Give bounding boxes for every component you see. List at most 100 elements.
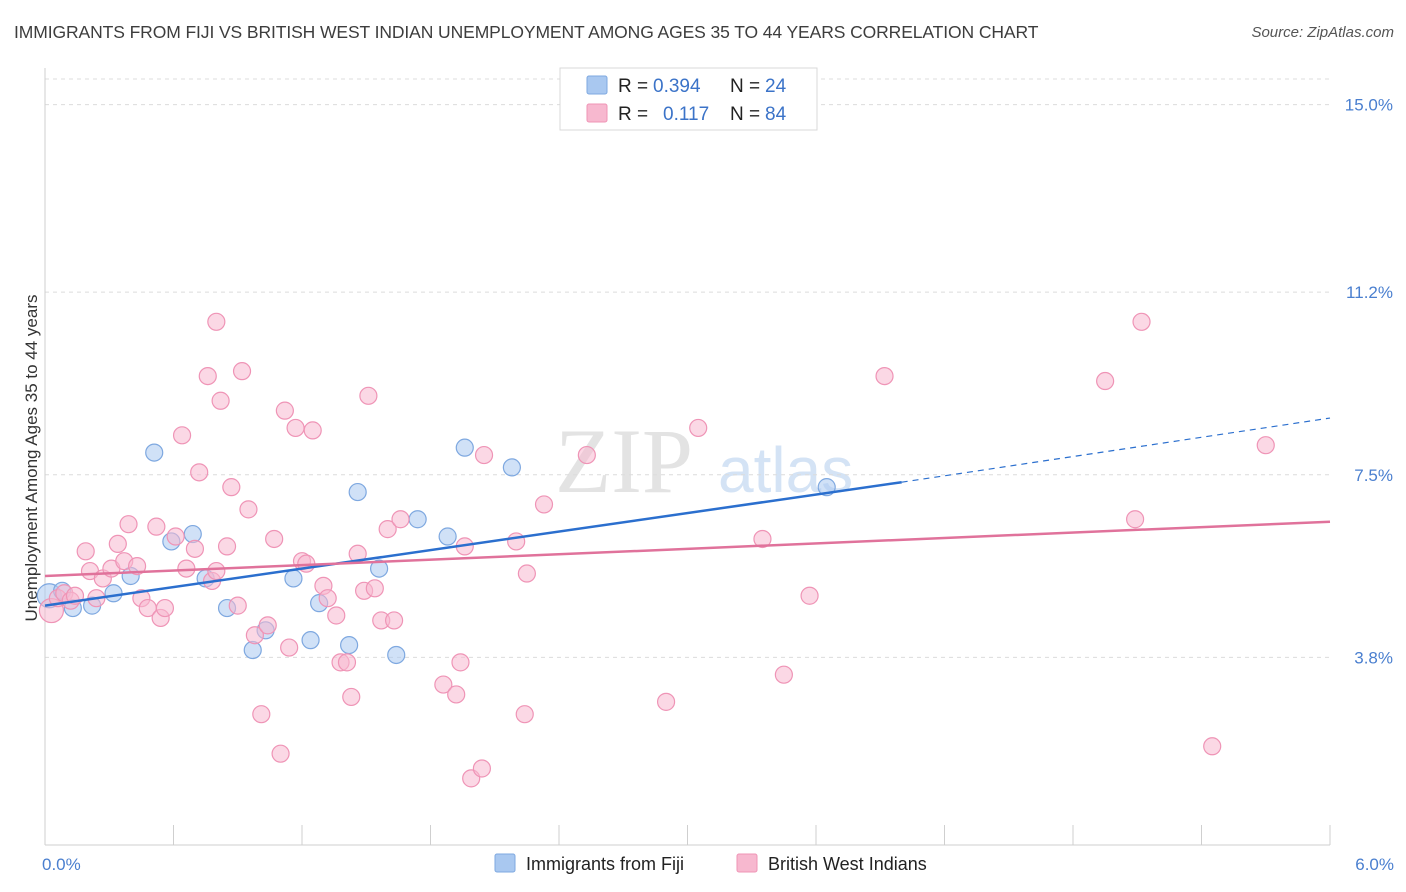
fiji-point <box>370 559 389 578</box>
bwi-point <box>172 426 192 445</box>
chart-title: IMMIGRANTS FROM FIJI VS BRITISH WEST IND… <box>14 22 1039 42</box>
bwi-point <box>303 421 322 440</box>
legend-n-value-fiji: 24 <box>765 76 787 97</box>
fiji-trend-line <box>44 480 902 607</box>
bwi-point <box>515 705 534 724</box>
y-tick-labels: 3.8% 7.5% 11.2% 15.0% <box>1345 96 1393 668</box>
fiji-point <box>243 640 262 660</box>
series-legend-swatch-fiji <box>494 853 516 873</box>
bwi-point <box>378 520 397 539</box>
fiji-point <box>284 569 303 588</box>
x-tick-labels: 0.0% 6.0% <box>42 855 1394 874</box>
bwi-point <box>245 626 264 645</box>
bwi-point <box>656 692 676 711</box>
bwi-point <box>1096 371 1115 391</box>
bwi-point <box>1126 510 1145 529</box>
bwi-point <box>359 386 378 405</box>
y-tick-label: 7.5% <box>1354 466 1393 485</box>
bwi-point <box>271 744 290 763</box>
x-tick-label: 6.0% <box>1355 855 1394 874</box>
source-label: Source: ZipAtlas.com <box>1251 24 1394 41</box>
bwi-point <box>198 366 217 386</box>
fiji-point <box>502 458 521 477</box>
x-ticks <box>44 825 1331 845</box>
bwi-point <box>365 579 384 598</box>
bwi-trend-line <box>44 520 1331 578</box>
watermark-atlas: atlas <box>718 434 853 506</box>
bwi-point <box>753 529 772 549</box>
series-legend-label-fiji: Immigrants from Fiji <box>526 854 684 874</box>
bwi-point <box>185 539 205 558</box>
bwi-point <box>286 418 305 438</box>
legend-r-value-bwi: 0.117 <box>663 104 709 125</box>
bwi-point <box>265 529 284 549</box>
data-points <box>36 312 1275 788</box>
bwi-point <box>190 463 209 482</box>
bwi-point <box>280 638 299 657</box>
bwi-point <box>239 500 258 519</box>
series-legend: Immigrants from Fiji British West Indian… <box>494 853 927 874</box>
bwi-point <box>275 401 294 420</box>
bwi-point <box>155 598 175 618</box>
fiji-point <box>455 438 474 457</box>
legend-r-label-bwi: R = <box>618 104 648 125</box>
bwi-point <box>451 653 470 672</box>
bwi-point <box>447 685 466 704</box>
watermark: ZIP atlas <box>555 410 853 512</box>
bwi-point <box>228 596 247 615</box>
bwi-point <box>108 534 127 554</box>
bwi-point <box>1132 312 1151 331</box>
bwi-point <box>342 687 361 707</box>
fiji-point <box>301 631 320 650</box>
bwi-point <box>217 537 237 556</box>
bwi-point <box>76 542 95 561</box>
bwi-point <box>434 675 453 694</box>
bwi-point <box>318 589 337 608</box>
bwi-point <box>774 665 793 684</box>
bwi-point <box>507 532 526 551</box>
legend-r-value-fiji: 0.394 <box>653 76 701 97</box>
y-tick-label: 15.0% <box>1345 96 1393 115</box>
trend-lines <box>44 417 1331 607</box>
bwi-point <box>534 495 554 514</box>
fiji-point <box>387 645 406 665</box>
fiji-point <box>104 584 123 603</box>
legend-swatch-bwi <box>586 103 608 123</box>
legend-swatch-fiji <box>586 75 608 95</box>
bwi-point <box>252 705 271 724</box>
legend-n-value-bwi: 84 <box>765 104 787 125</box>
bwi-point <box>517 564 536 583</box>
bwi-point <box>207 312 226 331</box>
bwi-point <box>337 653 357 672</box>
bwi-point <box>1256 436 1275 455</box>
bwi-point <box>232 362 252 381</box>
fiji-point <box>145 443 164 462</box>
fiji-point <box>438 527 457 546</box>
bwi-point <box>391 510 410 529</box>
bwi-point <box>384 611 404 630</box>
bwi-point <box>577 445 596 465</box>
legend-r-label-fiji: R = <box>618 76 648 97</box>
bwi-point <box>1203 737 1222 756</box>
fiji-point <box>183 524 202 544</box>
bwi-point <box>127 557 147 576</box>
bwi-point <box>258 616 277 635</box>
bwi-point <box>689 418 708 438</box>
bwi-point <box>472 759 491 778</box>
bwi-point <box>147 517 166 536</box>
series-legend-label-bwi: British West Indians <box>768 854 927 874</box>
bwi-point <box>211 391 230 410</box>
y-tick-label: 3.8% <box>1354 648 1393 667</box>
fiji-point <box>340 635 359 655</box>
stats-legend: R = 0.394 N = 24 R = 0.117 N = 84 <box>559 67 818 131</box>
y-axis-title: Unemployment Among Ages 35 to 44 years <box>22 295 41 622</box>
legend-n-label-fiji: N = <box>730 76 760 97</box>
bwi-point <box>474 445 494 465</box>
series-legend-swatch-bwi <box>736 853 758 873</box>
bwi-point <box>222 478 241 497</box>
bwi-point <box>119 515 138 534</box>
fiji-point <box>348 482 367 502</box>
bwi-point <box>207 561 226 581</box>
bwi-point <box>875 366 894 386</box>
